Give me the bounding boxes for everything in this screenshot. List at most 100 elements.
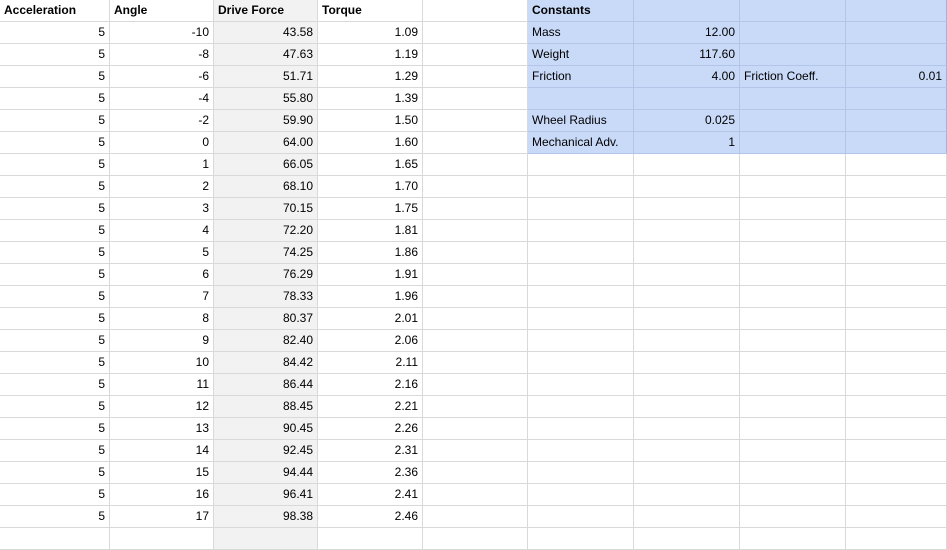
cell-angle[interactable]: 11 [110,374,214,396]
cell-torque[interactable]: 1.75 [318,198,423,220]
cell-empty[interactable] [634,308,740,330]
cell-empty[interactable] [528,484,634,506]
cell-empty[interactable] [740,484,846,506]
cell-angle[interactable]: 10 [110,352,214,374]
cell-acceleration[interactable]: 5 [0,440,110,462]
cell-empty[interactable] [423,264,528,286]
cell-drive-force[interactable]: 86.44 [214,374,318,396]
cell-empty[interactable] [423,88,528,110]
cell-empty[interactable] [740,418,846,440]
cell-empty[interactable] [740,198,846,220]
friction-coeff-value[interactable]: 0.01 [846,66,947,88]
cell-empty[interactable] [528,154,634,176]
constants-empty-cell[interactable] [740,132,846,154]
cell-acceleration[interactable]: 5 [0,22,110,44]
cell-acceleration[interactable]: 5 [0,198,110,220]
cell-empty[interactable] [528,198,634,220]
cell-angle[interactable]: 2 [110,176,214,198]
cell-drive-force[interactable]: 55.80 [214,88,318,110]
cell-empty[interactable] [528,220,634,242]
cell-empty[interactable] [423,352,528,374]
cell-drive-force[interactable]: 59.90 [214,110,318,132]
cell-torque[interactable]: 1.39 [318,88,423,110]
cell-empty[interactable] [423,132,528,154]
cell-empty[interactable] [846,198,947,220]
cell-empty[interactable] [740,286,846,308]
cell-empty[interactable] [740,242,846,264]
cell-angle[interactable]: 9 [110,330,214,352]
cell-empty[interactable] [528,242,634,264]
cell-angle[interactable]: -2 [110,110,214,132]
cell-empty[interactable] [423,418,528,440]
cell-empty[interactable] [740,330,846,352]
cell-empty[interactable] [634,330,740,352]
mass-label[interactable]: Mass [528,22,634,44]
cell-acceleration[interactable]: 5 [0,242,110,264]
cell-empty[interactable] [423,396,528,418]
cell-drive-force[interactable]: 74.25 [214,242,318,264]
cell-angle[interactable]: 12 [110,396,214,418]
cell-empty[interactable] [846,484,947,506]
cell-angle[interactable]: 13 [110,418,214,440]
constants-empty-cell[interactable] [740,22,846,44]
friction-coeff-label[interactable]: Friction Coeff. [740,66,846,88]
cell-empty[interactable] [846,286,947,308]
cell-empty[interactable] [846,154,947,176]
cell-empty[interactable] [528,396,634,418]
cell-empty[interactable] [423,440,528,462]
cell-empty[interactable] [634,286,740,308]
cell-empty[interactable] [634,528,740,550]
friction-label[interactable]: Friction [528,66,634,88]
cell-empty[interactable] [740,176,846,198]
cell-angle[interactable]: -8 [110,44,214,66]
cell-acceleration[interactable]: 5 [0,110,110,132]
cell-acceleration[interactable]: 5 [0,286,110,308]
cell-acceleration[interactable]: 5 [0,352,110,374]
cell-angle[interactable]: 16 [110,484,214,506]
column-header-angle[interactable]: Angle [110,0,214,22]
cell-angle[interactable]: -6 [110,66,214,88]
constants-empty-cell[interactable] [846,88,947,110]
cell-empty[interactable] [528,286,634,308]
constants-empty-cell[interactable] [740,88,846,110]
cell-drive-force[interactable]: 92.45 [214,440,318,462]
column-header-drive-force[interactable]: Drive Force [214,0,318,22]
cell-drive-force[interactable]: 96.41 [214,484,318,506]
cell-empty[interactable] [423,110,528,132]
cell-angle[interactable]: 6 [110,264,214,286]
cell-torque[interactable]: 1.50 [318,110,423,132]
cell-torque[interactable]: 2.11 [318,352,423,374]
cell-angle[interactable]: -4 [110,88,214,110]
cell-empty[interactable] [740,506,846,528]
cell-drive-force[interactable]: 64.00 [214,132,318,154]
cell-empty[interactable] [846,176,947,198]
constants-empty-cell[interactable] [846,22,947,44]
constants-empty-cell[interactable] [740,110,846,132]
cell-empty[interactable] [528,528,634,550]
cell-angle[interactable]: 14 [110,440,214,462]
cell-empty[interactable] [846,308,947,330]
cell-empty[interactable] [846,396,947,418]
column-header-acceleration[interactable]: Acceleration [0,0,110,22]
cell-empty[interactable] [634,462,740,484]
cell-empty[interactable] [740,264,846,286]
cell-empty[interactable] [423,286,528,308]
cell-empty[interactable] [423,44,528,66]
cell-torque[interactable]: 1.60 [318,132,423,154]
cell-empty[interactable] [740,352,846,374]
mass-value[interactable]: 12.00 [634,22,740,44]
cell-acceleration[interactable]: 5 [0,132,110,154]
cell-empty[interactable] [528,440,634,462]
cell-empty[interactable] [846,242,947,264]
cell-angle[interactable]: 7 [110,286,214,308]
cell-angle[interactable]: -10 [110,22,214,44]
constants-empty-cell[interactable] [634,0,740,22]
cell-empty[interactable] [634,484,740,506]
cell-empty[interactable] [423,374,528,396]
cell-acceleration[interactable]: 5 [0,66,110,88]
cell-empty[interactable] [528,506,634,528]
cell-empty[interactable] [528,330,634,352]
cell-empty[interactable] [423,22,528,44]
cell-drive-force[interactable]: 90.45 [214,418,318,440]
cell-empty[interactable] [110,528,214,550]
